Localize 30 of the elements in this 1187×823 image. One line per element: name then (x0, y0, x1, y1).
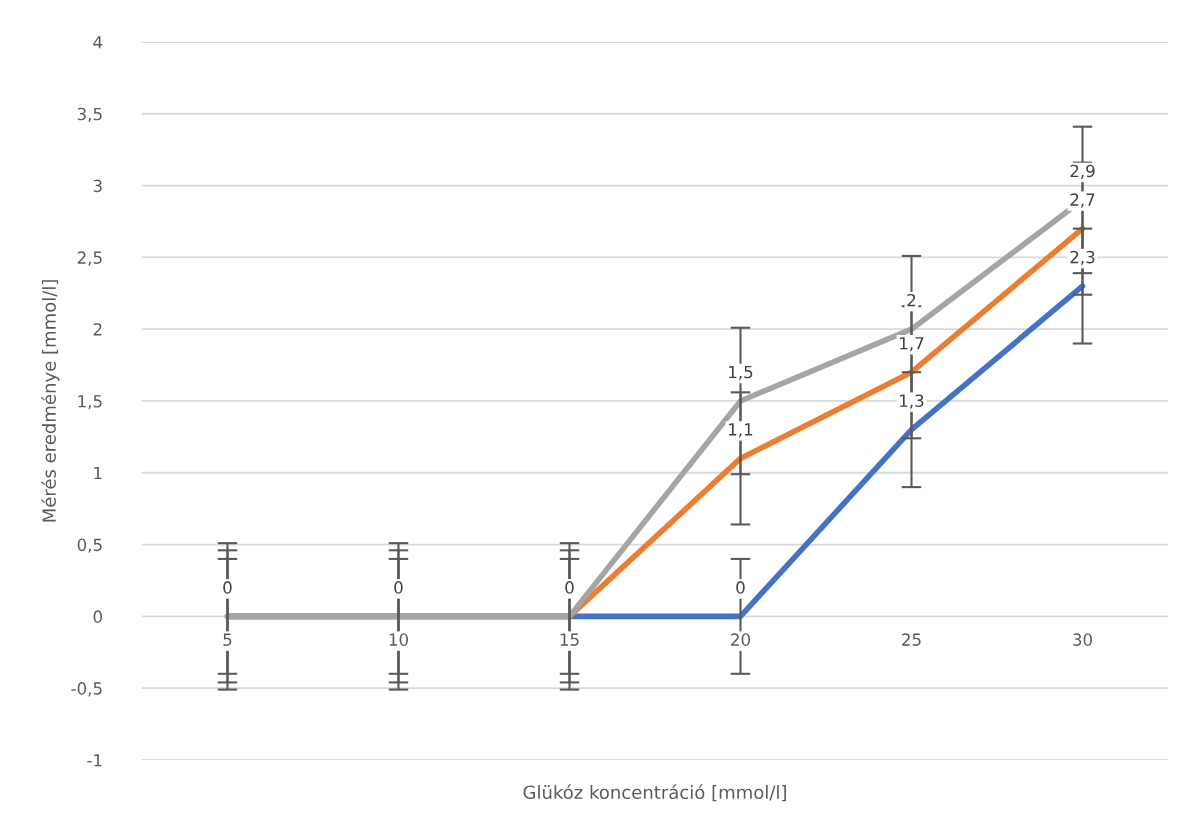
data-label: 2,3 (1070, 250, 1095, 266)
data-label: 2 (907, 293, 916, 307)
data-label: 0 (394, 581, 403, 594)
x-tick-label: 30 (1073, 633, 1092, 646)
data-label: 0 (565, 581, 574, 594)
data-label: 1,1 (729, 423, 753, 438)
x-axis-title: Glükóz koncentráció [mmol/l] (523, 784, 786, 802)
y-tick-label: 0,5 (77, 538, 102, 553)
x-tick-label: 15 (560, 633, 579, 646)
data-label: 1,5 (729, 365, 753, 380)
data-label: 1,7 (900, 337, 924, 352)
y-tick-label: 2 (93, 323, 102, 336)
y-tick-label: 1 (94, 466, 102, 480)
x-tick-label: 25 (902, 633, 921, 646)
data-label: 1,3 (900, 394, 924, 409)
y-tick-label: 1,5 (78, 395, 102, 410)
y-tick-label: 3 (93, 179, 102, 193)
y-tick-label: 0 (93, 610, 102, 623)
x-tick-label: 20 (731, 633, 750, 646)
x-tick-label: 10 (389, 633, 408, 646)
data-label: 2,9 (1070, 164, 1095, 179)
x-tick-label: 5 (223, 633, 232, 646)
y-tick-label: -0,5 (71, 682, 102, 697)
y-tick-label: 3,5 (77, 107, 102, 123)
y-tick-label: 4 (93, 36, 103, 49)
y-tick-label: 2,5 (77, 251, 102, 266)
y-tick-label: -1 (87, 754, 102, 767)
data-label: 0 (736, 581, 745, 594)
y-axis-title: Mérés eredménye [mmol/l] (41, 280, 60, 522)
data-label: 0 (223, 581, 232, 594)
